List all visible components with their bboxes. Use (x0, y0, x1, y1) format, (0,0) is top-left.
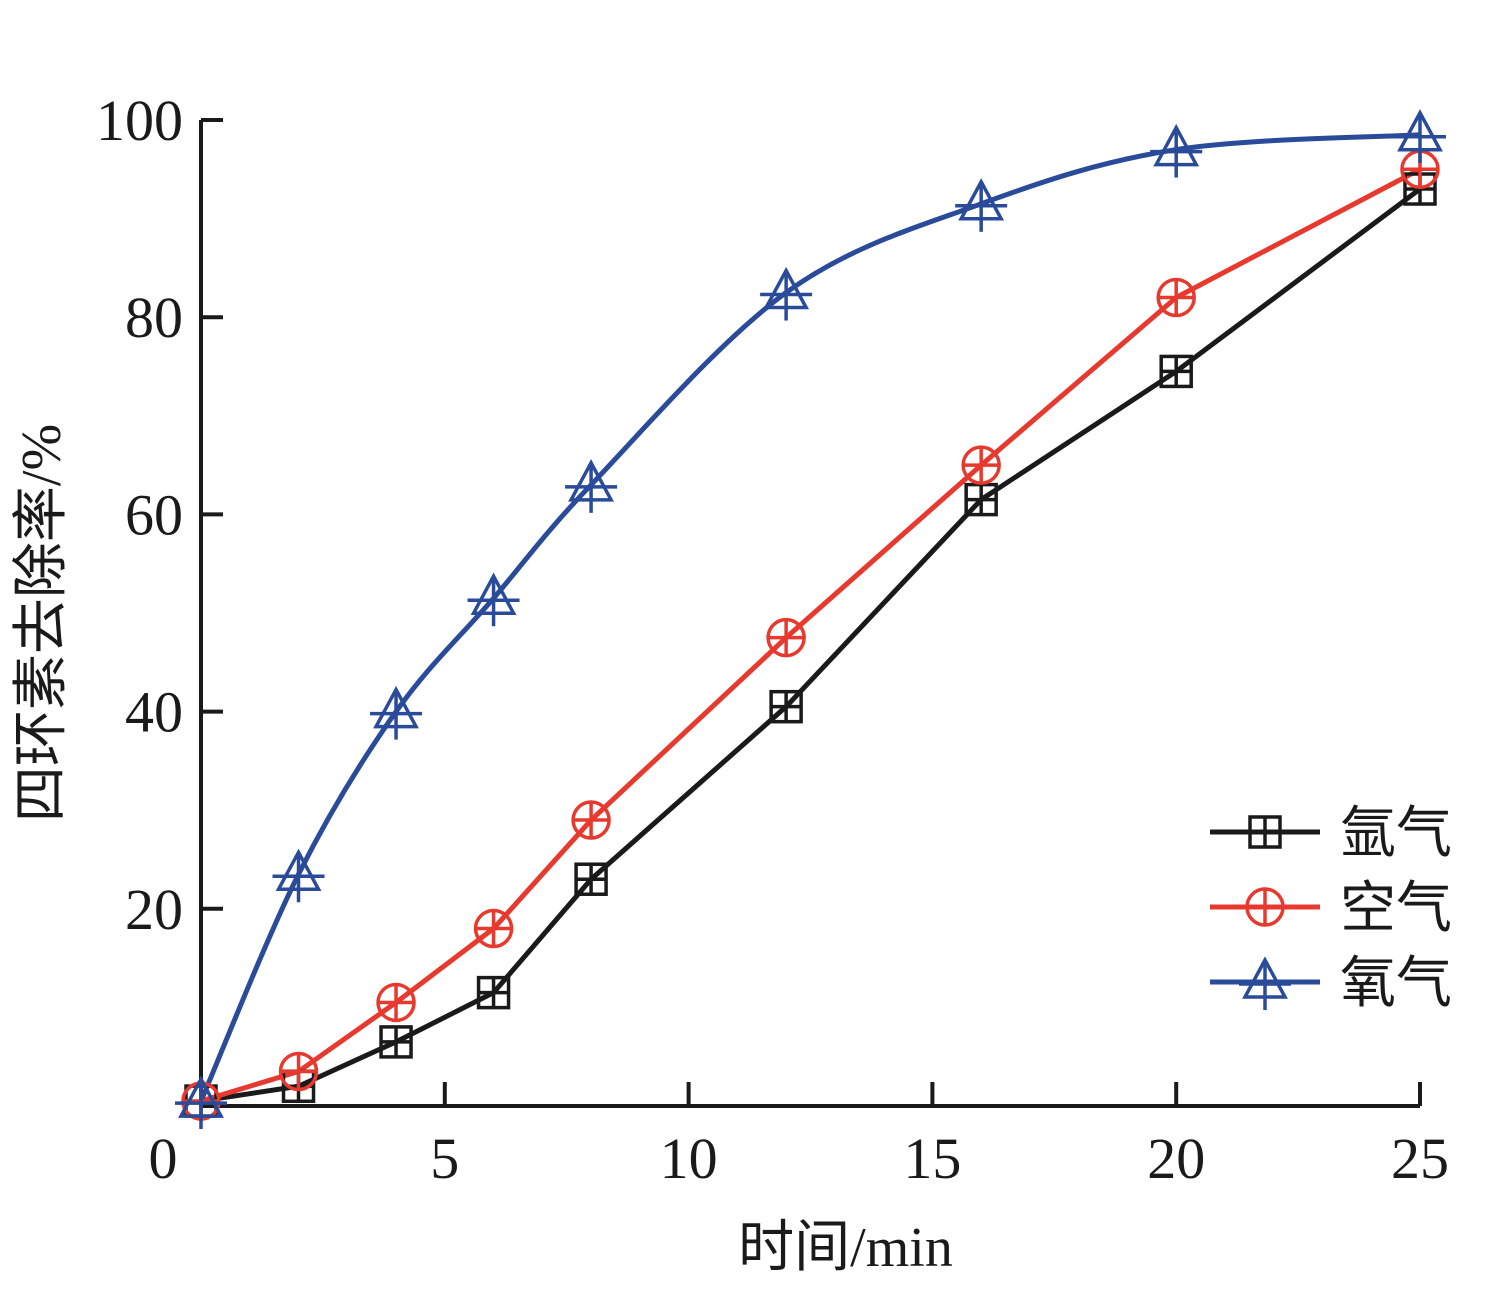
y-axis-title: 四环素去除率/% (11, 424, 73, 822)
data-point-series-3-1 (175, 1075, 227, 1130)
data-point-series-1-8 (1159, 354, 1193, 389)
x-tick-label: 5 (430, 1126, 459, 1191)
x-tick-label: 10 (660, 1126, 718, 1191)
data-point-series-3-6 (760, 266, 813, 321)
legend-marker-2 (1245, 887, 1285, 927)
data-point-series-2-2 (278, 1051, 319, 1092)
data-point-series-1-4 (476, 975, 511, 1010)
data-point-series-3-7 (955, 178, 1008, 232)
data-point-series-3-4 (467, 572, 520, 627)
y-tick-label: 20 (125, 877, 183, 942)
legend-label-2: 空气 (1340, 878, 1452, 940)
data-point-series-2-8 (1156, 277, 1196, 318)
data-point-series-3-9 (1394, 109, 1446, 163)
data-point-series-2-7 (961, 445, 1001, 485)
legend-marker-1 (1248, 815, 1282, 849)
legend-label-1: 氩气 (1340, 803, 1452, 865)
x-tick-label: 15 (903, 1126, 961, 1191)
data-point-series-1-6 (769, 689, 803, 724)
data-point-series-2-6 (766, 617, 806, 658)
data-point-series-1-5 (574, 862, 608, 896)
series-markers-group (175, 109, 1446, 1130)
x-tick-label: 0 (149, 1126, 178, 1191)
series-line-3 (198, 132, 1421, 1103)
data-point-series-3-5 (565, 459, 618, 513)
data-point-series-1-3 (379, 1025, 413, 1059)
series-line-2 (200, 167, 1422, 1104)
data-point-series-2-4 (473, 908, 514, 949)
series-line-1 (200, 187, 1422, 1104)
axes-group: 0 5 10 15 20 25 20 40 60 80 100 时间/min 四环素去除率/% (11, 88, 1449, 1279)
y-tick-label: 60 (125, 482, 183, 547)
data-point-series-3-2 (272, 848, 325, 903)
y-tick-label: 40 (125, 680, 183, 745)
y-tick-label: 80 (125, 285, 183, 350)
data-point-series-3-3 (370, 685, 423, 740)
x-tick-label: 20 (1147, 1126, 1205, 1191)
x-tick-label: 25 (1391, 1126, 1449, 1191)
legend-marker-3 (1239, 956, 1291, 1010)
data-point-series-2-3 (376, 982, 416, 1023)
data-point-series-3-8 (1150, 123, 1203, 178)
series-lines-group (198, 132, 1422, 1104)
y-tick-label: 100 (96, 88, 183, 153)
x-axis-title: 时间/min (738, 1217, 953, 1279)
data-point-series-2-5 (571, 800, 611, 840)
legend-label-3: 氧气 (1340, 953, 1452, 1015)
